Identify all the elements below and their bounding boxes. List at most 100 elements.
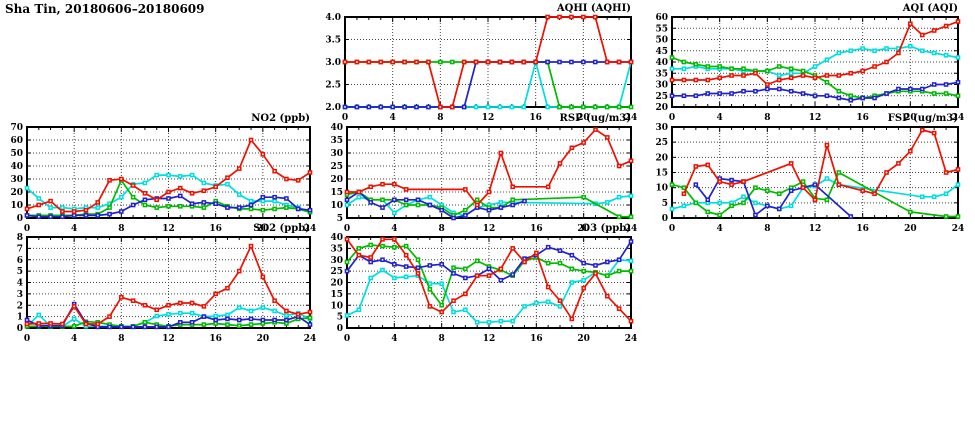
series-red-marker-dot — [802, 74, 804, 77]
y-tick-label: 3 — [17, 290, 23, 300]
series-cyan-marker-dot — [405, 276, 407, 278]
y-tick-label: 30 — [330, 256, 343, 266]
y-tick-label: 20 — [330, 279, 343, 289]
series-blue-marker-dot — [415, 106, 418, 108]
series-blue-marker-dot — [37, 215, 40, 218]
x-tick-label: 20 — [257, 224, 270, 234]
series-red-marker-dot — [203, 305, 205, 308]
series-blue-marker-dot — [814, 183, 816, 186]
series-red-marker-dot — [144, 304, 146, 307]
series-red-marker-dot — [26, 323, 28, 325]
series-red-marker-dot — [606, 136, 609, 139]
series-red-marker-dot — [429, 305, 431, 308]
series-green-marker-dot — [671, 56, 673, 59]
tick-labels: 0 5 10 15 20 25 30 0 4 8 12 16 20 24 — [655, 123, 964, 234]
y-tick-label: 2.0 — [325, 103, 341, 113]
series-green-marker-dot — [706, 65, 709, 68]
series-red-marker-dot — [37, 322, 40, 325]
series-red-marker-dot — [464, 188, 467, 191]
series-red-marker-dot — [754, 72, 757, 75]
y-tick-label: 60 — [655, 13, 668, 23]
series-blue-marker-dot — [523, 257, 526, 260]
series-red-marker-dot — [427, 61, 430, 63]
series-blue-marker-dot — [405, 265, 407, 268]
series-green-marker-dot — [439, 61, 442, 63]
series-cyan-marker-dot — [826, 58, 828, 61]
series-blue-marker-dot — [368, 106, 370, 108]
series-red-marker-dot — [618, 61, 620, 63]
series-red-marker-dot — [464, 293, 467, 295]
series-cyan-marker-dot — [191, 312, 193, 315]
series-cyan-marker-dot — [500, 201, 502, 204]
series-cyan-marker-dot — [475, 106, 477, 108]
series-red-marker-dot — [417, 272, 419, 275]
y-tick-label: 30 — [330, 149, 343, 159]
series-cyan-marker-dot — [191, 174, 193, 176]
x-tick-label: 16 — [530, 224, 543, 234]
series-cyan-marker-dot — [179, 175, 182, 178]
y-tick-label: 50 — [655, 36, 668, 46]
series-green-marker-dot — [766, 70, 769, 72]
series-cyan-marker-dot — [393, 277, 396, 279]
series-red-marker-dot — [273, 170, 276, 172]
series-green-line — [669, 170, 961, 219]
y-tick-label: 8 — [17, 233, 23, 243]
series-red-marker-dot — [838, 74, 840, 77]
series-red-marker-dot — [49, 200, 52, 202]
series-cyan-marker-dot — [358, 309, 360, 311]
series-red-marker-dot — [309, 171, 311, 174]
y-tick-label: 0 — [17, 214, 23, 224]
series-green-marker-dot — [203, 323, 205, 326]
series-green-marker-dot — [754, 186, 757, 189]
x-tick-label: 12 — [482, 113, 495, 123]
series-green-marker-dot — [802, 70, 804, 72]
x-tick-label: 16 — [209, 224, 222, 234]
series-cyan-marker-dot — [73, 208, 75, 210]
series-blue-marker-dot — [885, 92, 888, 95]
series-cyan-marker-dot — [945, 54, 947, 57]
series-red-marker-dot — [405, 188, 407, 191]
series-cyan-marker-dot — [238, 306, 241, 309]
series-red-line — [24, 243, 313, 327]
plot-border — [346, 126, 632, 219]
series-red-marker-dot — [61, 323, 64, 325]
series-red-marker-dot — [594, 128, 597, 131]
series-red-marker-dot — [85, 209, 87, 211]
series-red-marker-dot — [487, 61, 489, 63]
x-tick-label: 12 — [483, 224, 496, 234]
tick-labels: 0 10 20 30 40 50 60 70 0 4 8 12 16 20 24 — [10, 123, 316, 234]
series-red-marker-dot — [909, 22, 912, 25]
x-tick-label: 24 — [952, 224, 965, 234]
series-cyan-marker-dot — [523, 305, 526, 308]
series-cyan-marker-dot — [262, 200, 264, 202]
series-cyan-line — [669, 43, 961, 78]
series-green-marker-dot — [582, 106, 585, 108]
series-red-marker-dot — [452, 299, 455, 302]
series-red-marker-dot — [26, 208, 28, 210]
series-green-marker-dot — [285, 206, 288, 209]
series-blue-marker-dot — [440, 263, 443, 266]
series-blue-marker-dot — [766, 205, 769, 207]
series-red-marker-dot — [108, 315, 111, 318]
series-red-marker-dot — [523, 261, 526, 263]
series-red-marker-dot — [463, 61, 465, 63]
series-red-marker-dot — [957, 168, 959, 171]
series-green-marker-dot — [155, 206, 158, 209]
series-cyan-marker-dot — [873, 49, 876, 52]
series-blue-marker-dot — [790, 189, 792, 192]
series-red-marker-dot — [405, 254, 407, 256]
series-green-marker-dot — [405, 245, 407, 247]
series-blue-marker-dot — [120, 210, 123, 213]
series-green-marker-dot — [417, 204, 419, 206]
series-green-marker-dot — [488, 206, 490, 209]
series-blue-marker-dot — [754, 90, 757, 93]
series-cyan-marker-dot — [522, 106, 525, 108]
series-red-marker-dot — [440, 311, 443, 313]
series-blue-marker-dot — [132, 204, 134, 206]
y-tick-label: 30 — [655, 81, 668, 91]
series-green-marker-dot — [238, 324, 241, 327]
chart-no2-title: NO2 (ppb) — [251, 113, 310, 124]
series-red-path — [346, 238, 632, 322]
